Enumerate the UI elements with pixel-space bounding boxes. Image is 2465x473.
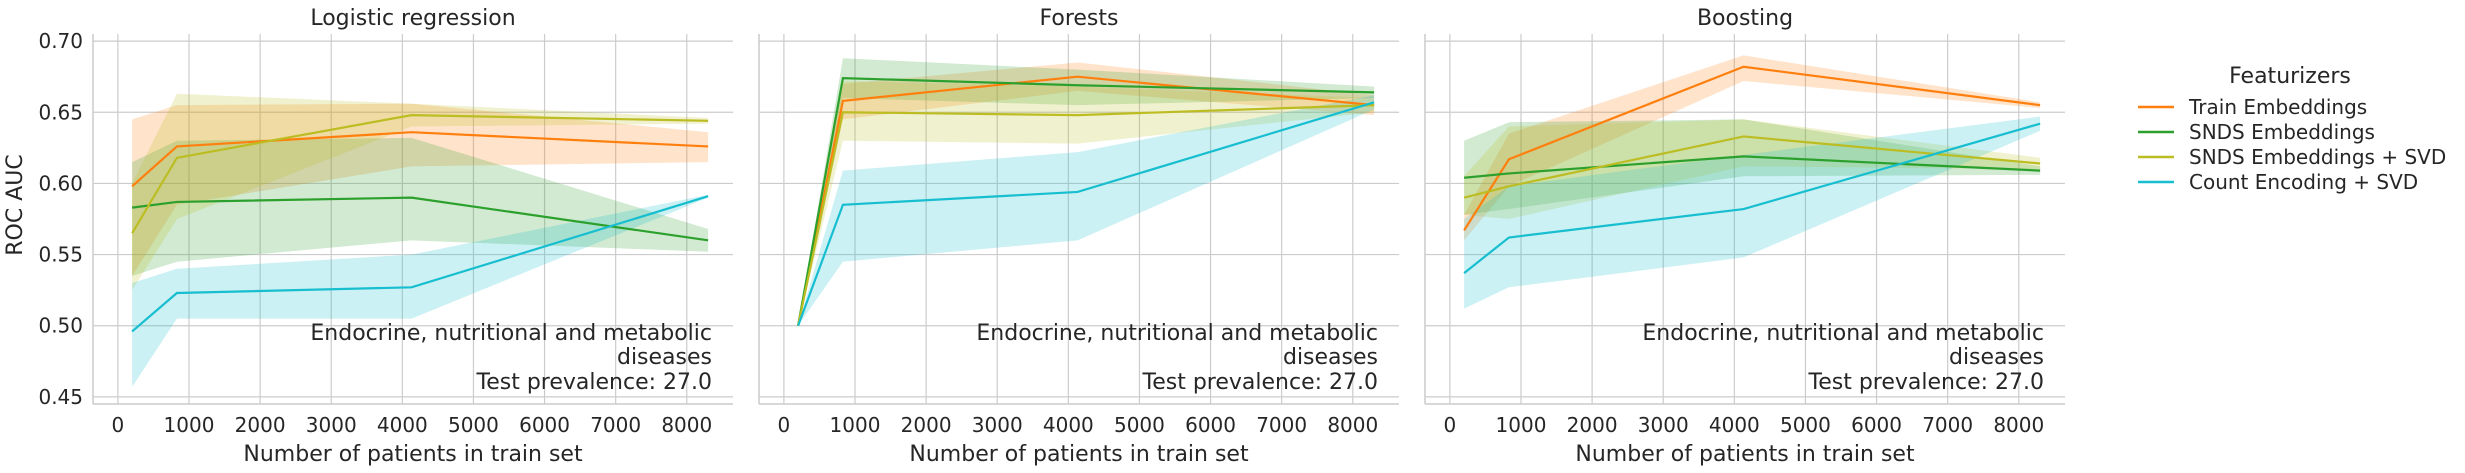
x-tick-label: 8000 <box>1327 413 1378 437</box>
legend-entry: Train Embeddings <box>2138 95 2367 119</box>
series-line <box>1463 135 2041 199</box>
legend-label: SNDS Embeddings + SVD <box>2189 145 2446 169</box>
panel-title: Forests <box>1040 6 1119 31</box>
confidence-band <box>132 103 709 276</box>
y-tick-label: 0.60 <box>38 171 83 195</box>
x-tick-label: 5000 <box>448 413 499 437</box>
x-tick-label: 6000 <box>519 413 570 437</box>
x-tick-label: 0 <box>112 413 125 437</box>
y-tick-label: 0.55 <box>38 243 83 267</box>
legend-title: Featurizers <box>2229 64 2351 89</box>
confidence-band <box>132 194 709 387</box>
x-tick-label: 7000 <box>1922 413 1973 437</box>
x-tick-label: 6000 <box>1851 413 1902 437</box>
x-tick-label: 3000 <box>306 413 357 437</box>
series-line <box>797 104 1375 326</box>
y-tick-label: 0.65 <box>38 100 83 124</box>
confidence-band <box>798 80 1375 326</box>
x-axis-label: Number of patients in train set <box>909 442 1249 467</box>
x-tick-label: 6000 <box>1185 413 1236 437</box>
x-tick-label: 0 <box>1444 413 1457 437</box>
series-line <box>131 131 709 188</box>
y-tick-label: 0.45 <box>38 385 83 409</box>
panel-annotation: diseases <box>1949 345 2044 370</box>
panel-1: Forests 0 1000 2000 3000 4000 5000 6000 7000 8000… <box>758 6 1399 467</box>
series-line <box>1464 155 2041 179</box>
x-tick-label: 5000 <box>1114 413 1165 437</box>
x-tick-label: 4000 <box>1709 413 1760 437</box>
panel-annotation: diseases <box>1283 345 1378 370</box>
panel-annotation: Endocrine, nutritional and metabolic <box>976 321 1378 346</box>
panel-annotation: Test prevalence: 27.0 <box>1808 370 2045 395</box>
panel-annotation: Test prevalence: 27.0 <box>476 370 713 395</box>
x-tick-label: 4000 <box>377 413 428 437</box>
x-tick-label: 7000 <box>590 413 641 437</box>
x-tick-label: 2000 <box>1567 413 1618 437</box>
confidence-band <box>798 95 1375 326</box>
x-tick-label: 3000 <box>1638 413 1689 437</box>
y-axis-label: ROC AUC <box>3 154 28 255</box>
x-tick-label: 7000 <box>1256 413 1307 437</box>
x-axis-label: Number of patients in train set <box>243 442 583 467</box>
series-line <box>1463 122 2041 274</box>
x-tick-label: 8000 <box>661 413 712 437</box>
legend-entry: SNDS Embeddings <box>2138 120 2375 144</box>
series-line <box>131 114 709 234</box>
confidence-band <box>1464 119 2041 219</box>
x-tick-label: 1000 <box>830 413 881 437</box>
x-tick-label: 2000 <box>235 413 286 437</box>
panel-0: Logistic regression 0 1000 2000 3000 4000 5000… <box>38 6 733 467</box>
series-line <box>1463 65 2041 231</box>
panel-2: Boosting 0 1000 2000 3000 4000 5000 6000 7000 800… <box>1424 6 2065 467</box>
panel-annotation: Endocrine, nutritional and metabolic <box>1642 321 2044 346</box>
panel-annotation: Test prevalence: 27.0 <box>1142 370 1379 395</box>
confidence-band <box>132 93 709 291</box>
confidence-band <box>798 62 1375 326</box>
series-line <box>131 196 709 242</box>
x-tick-label: 3000 <box>972 413 1023 437</box>
legend-label: Train Embeddings <box>2188 95 2367 119</box>
x-tick-label: 2000 <box>901 413 952 437</box>
legend-entry: Count Encoding + SVD <box>2138 170 2418 194</box>
x-tick-label: 5000 <box>1780 413 1831 437</box>
x-tick-label: 1000 <box>1496 413 1547 437</box>
x-tick-label: 8000 <box>1993 413 2044 437</box>
x-axis-label: Number of patients in train set <box>1575 442 1915 467</box>
confidence-band <box>1464 55 2041 241</box>
panel-title: Logistic regression <box>310 6 515 31</box>
y-tick-label: 0.70 <box>38 29 83 53</box>
panel-annotation: diseases <box>617 345 712 370</box>
confidence-band <box>1464 119 2041 215</box>
panel-annotation: Endocrine, nutritional and metabolic <box>310 321 712 346</box>
legend-label: SNDS Embeddings <box>2189 120 2375 144</box>
panel-title: Boosting <box>1697 6 1793 31</box>
legend-label: Count Encoding + SVD <box>2189 170 2418 194</box>
confidence-band <box>798 58 1375 326</box>
x-tick-label: 1000 <box>164 413 215 437</box>
series-line <box>797 75 1375 326</box>
x-tick-label: 4000 <box>1043 413 1094 437</box>
series-line <box>797 101 1375 327</box>
series-line <box>131 195 709 333</box>
series-line <box>797 76 1375 326</box>
y-tick-label: 0.50 <box>38 314 83 338</box>
legend-entry: SNDS Embeddings + SVD <box>2138 145 2446 169</box>
x-tick-label: 0 <box>778 413 791 437</box>
